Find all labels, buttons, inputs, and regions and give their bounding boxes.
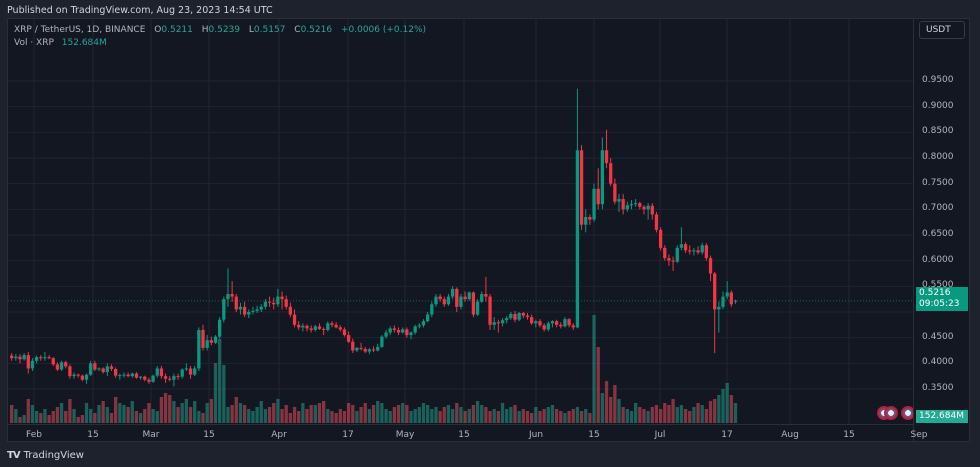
time-tick-label: Apr <box>271 430 287 440</box>
volume-line: Vol · XRP 152.684M <box>14 37 426 50</box>
currency-button[interactable]: USDT <box>919 21 965 39</box>
time-tick-label: Aug <box>781 430 799 440</box>
price-tick-label: 0.8500 <box>922 126 954 137</box>
price-tick-label: 0.5500 <box>922 280 954 291</box>
price-tick-label: 0.7000 <box>922 203 954 214</box>
last-volume-tag: 152.684M <box>916 410 968 423</box>
symbol-line: XRP / TetherUS, 1D, BINANCE O0.5211 H0.5… <box>14 25 427 35</box>
time-tick-label: Feb <box>26 430 42 440</box>
us-flag-event-icon[interactable] <box>884 406 898 420</box>
symbol-title[interactable]: XRP / TetherUS, 1D, BINANCE <box>14 25 146 35</box>
time-tick-label: 15 <box>843 430 855 440</box>
footer: TV TradingView <box>7 450 84 461</box>
close-value: 0.5216 <box>300 25 333 35</box>
low-value: 0.5157 <box>253 25 286 35</box>
price-tick-label: 0.9500 <box>922 75 954 85</box>
time-tick-label: May <box>395 430 415 440</box>
chart-frame[interactable]: XRP / TetherUS, 1D, BINANCE O0.5211 H0.5… <box>7 18 971 443</box>
open-value: 0.5211 <box>161 25 193 35</box>
us-flag-event-icon[interactable] <box>901 406 913 420</box>
tradingview-logo-icon: TV <box>7 450 21 461</box>
time-tick-label: Jul <box>654 430 666 440</box>
bar-countdown: 09:05:23 <box>919 299 960 309</box>
time-tick-label: 17 <box>721 430 733 440</box>
price-axis[interactable]: USDT 0.9500 0.9000 0.8500 0.8000 0.7500 0.700… <box>913 19 971 443</box>
price-tick-label: 0.4500 <box>922 331 954 342</box>
time-tick-label: 15 <box>458 430 470 440</box>
change-value: +0.0006 (+0.12%) <box>340 25 427 35</box>
high-value: 0.5239 <box>208 25 241 35</box>
price-tick-label: 0.7500 <box>922 177 954 188</box>
time-tick-label: Mar <box>142 430 160 440</box>
last-price-tag: 0.5216 09:05:23 <box>916 287 968 311</box>
volume-value: 152.684M <box>61 38 107 48</box>
price-tick-label: 0.6000 <box>922 254 954 265</box>
time-tick-label: 15 <box>87 430 99 440</box>
volume-label[interactable]: Vol · XRP <box>14 38 54 48</box>
time-tick-label: 17 <box>342 430 354 440</box>
time-tick-label: 15 <box>588 430 600 440</box>
plot-area[interactable]: XRP / TetherUS, 1D, BINANCE O0.5211 H0.5… <box>8 19 913 424</box>
price-tick-label: 0.9000 <box>922 100 954 111</box>
time-tick-label: Sep <box>910 430 928 440</box>
brand-name: TradingView <box>23 450 84 461</box>
price-tick-label: 0.4000 <box>922 357 954 368</box>
time-tick-label: 15 <box>203 430 215 440</box>
time-axis[interactable]: Feb 15 Mar 15 Apr 17 May 15 Jun 15 Jul 17 Aug 15 Sep <box>8 424 927 443</box>
price-tick-label: 0.3500 <box>922 382 954 393</box>
price-tick-label: 0.6500 <box>922 228 954 239</box>
last-price: 0.5216 <box>919 288 951 298</box>
published-header: Published on TradingView.com, Aug 23, 20… <box>7 5 273 16</box>
candlestick-chart[interactable] <box>8 19 913 424</box>
chart-legend: XRP / TetherUS, 1D, BINANCE O0.5211 H0.5… <box>14 24 426 50</box>
time-tick-label: Jun <box>528 430 544 440</box>
price-tick-label: 0.8000 <box>922 151 954 162</box>
